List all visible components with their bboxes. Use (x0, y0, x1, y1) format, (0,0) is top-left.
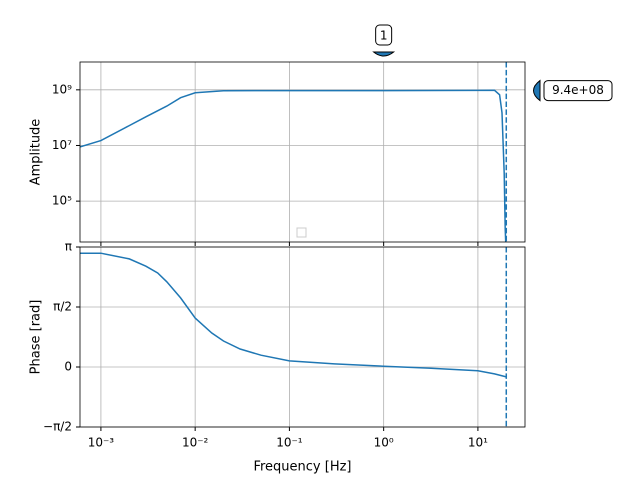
y-tick-label: π (65, 240, 72, 254)
plot-area (80, 89, 507, 242)
annotation: 1 (380, 29, 388, 43)
annotation: 9.4e+08 (552, 83, 604, 97)
y-tick-label: 10⁵ (52, 194, 72, 208)
x-tick-label: 10⁻¹ (276, 436, 303, 450)
axes-frame (79, 61, 526, 243)
y-tick-label: −π/2 (43, 420, 72, 434)
y-tick-label: 10⁹ (52, 82, 72, 96)
data-line (80, 252, 507, 378)
data-line (80, 89, 507, 242)
annotation-marker (372, 51, 396, 57)
annotation-box (543, 80, 613, 102)
x-axis-label: Frequency [Hz] (253, 460, 351, 475)
y-tick-label: π/2 (53, 300, 72, 314)
y-axis-label: Amplitude (29, 119, 44, 186)
annotation-box (375, 24, 393, 46)
x-tick-label: 10⁰ (374, 436, 394, 450)
y-tick-label: 10⁷ (52, 138, 72, 152)
axes-frame (79, 246, 526, 428)
annotation-marker (533, 79, 541, 102)
empty-legend (296, 227, 307, 238)
x-tick-label: 10¹ (468, 436, 488, 450)
plot-area (80, 252, 507, 378)
y-axis-label: Phase [rad] (29, 300, 44, 375)
y-tick-label: 0 (64, 360, 72, 374)
x-tick-label: 10⁻³ (88, 436, 115, 450)
x-tick-label: 10⁻² (182, 436, 209, 450)
